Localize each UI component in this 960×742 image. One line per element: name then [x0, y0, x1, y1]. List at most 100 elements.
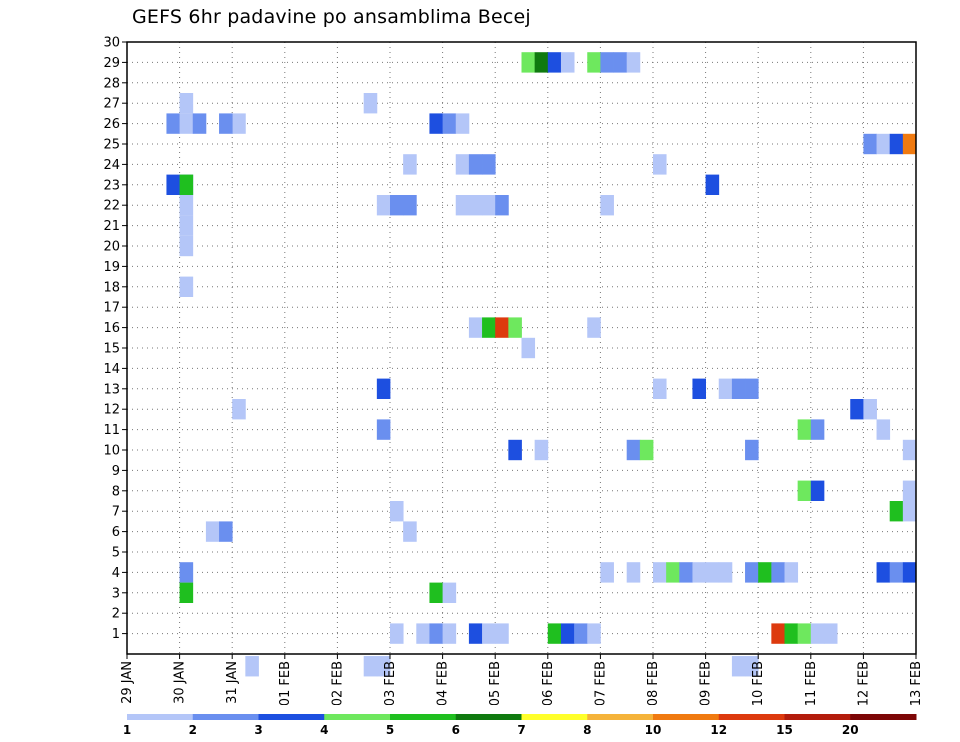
legend-label: 1 — [123, 723, 131, 737]
heatmap-cell — [810, 419, 825, 440]
heatmap-cell — [429, 582, 443, 603]
y-tick-label: 15 — [103, 342, 120, 357]
legend-swatch — [192, 714, 259, 720]
legend-swatch — [455, 714, 522, 720]
y-tick-label: 21 — [103, 219, 120, 234]
x-tick-label: 04 FEB — [436, 661, 451, 705]
heatmap-cell — [587, 52, 601, 73]
heatmap-cell — [876, 133, 891, 155]
x-tick-label: 30 JAN — [173, 661, 188, 704]
heatmap-cell — [390, 623, 404, 644]
heatmap-cell — [889, 133, 904, 155]
heatmap-cell — [376, 378, 391, 399]
heatmap-cell — [600, 562, 614, 583]
heatmap-cell — [521, 337, 536, 359]
x-tick-label: 09 FEB — [699, 661, 714, 705]
heatmap-cell — [416, 623, 430, 644]
legend-swatch — [127, 714, 194, 720]
legend-swatch — [784, 714, 851, 720]
y-tick-label: 22 — [103, 199, 120, 214]
heatmap-cell — [179, 93, 194, 114]
heatmap-cell — [219, 521, 233, 542]
heatmap-cell — [560, 52, 575, 73]
y-tick-label: 25 — [103, 138, 120, 153]
x-tick-label: 29 JAN — [120, 661, 135, 704]
heatmap-cell — [179, 562, 194, 583]
heatmap-cell — [653, 378, 667, 399]
heatmap-cell — [731, 656, 746, 677]
heatmap-cell — [508, 439, 522, 461]
heatmap-cell — [205, 521, 220, 542]
heatmap-cell — [902, 480, 917, 501]
heatmap-cell — [179, 174, 194, 195]
legend-swatch — [587, 714, 654, 720]
heatmap-cell — [166, 113, 180, 134]
legend-swatch — [258, 714, 325, 720]
heatmap-cell — [889, 562, 904, 583]
heatmap-cell — [482, 317, 496, 338]
heatmap-cell — [363, 93, 378, 114]
heatmap-chart: 1234567891011121314151617181920212223242… — [103, 36, 924, 706]
legend-label: 2 — [189, 723, 197, 737]
heatmap-cell — [547, 623, 562, 644]
legend-label: 20 — [842, 723, 859, 737]
heatmap-cell — [784, 623, 799, 644]
legend-label: 12 — [710, 723, 727, 737]
heatmap-cell — [850, 399, 864, 420]
heatmap-cell — [692, 378, 706, 399]
heatmap-cell — [679, 562, 693, 583]
heatmap-cell — [626, 52, 641, 73]
heatmap-cell — [902, 439, 917, 461]
heatmap-cell — [666, 562, 680, 583]
x-tick-label: 10 FEB — [751, 661, 766, 705]
y-tick-label: 14 — [103, 362, 120, 377]
heatmap-cell — [534, 52, 549, 73]
heatmap-cell — [639, 439, 654, 461]
heatmap-cell — [468, 195, 483, 216]
heatmap-cell — [179, 195, 194, 216]
legend-label: 8 — [583, 723, 591, 737]
heatmap-cell — [889, 501, 904, 522]
heatmap-cell — [784, 562, 799, 583]
heatmap-cell — [653, 154, 667, 175]
heatmap-cell — [468, 623, 483, 644]
heatmap-cell — [179, 582, 194, 603]
heatmap-cell — [902, 501, 917, 522]
heatmap-cell — [482, 195, 496, 216]
x-tick-label: 03 FEB — [383, 661, 398, 705]
heatmap-cell — [718, 378, 733, 399]
heatmap-cell — [745, 439, 759, 461]
heatmap-cell — [482, 623, 496, 644]
heatmap-cell — [718, 562, 733, 583]
x-tick-label: 05 FEB — [488, 661, 503, 705]
heatmap-cell — [442, 582, 457, 603]
y-tick-label: 3 — [112, 586, 120, 601]
heatmap-cell — [810, 623, 825, 644]
heatmap-cell — [521, 52, 536, 73]
heatmap-cell — [376, 656, 391, 677]
legend-label: 7 — [517, 723, 525, 737]
heatmap-cell — [468, 317, 483, 338]
y-tick-label: 8 — [112, 484, 120, 499]
heatmap-cell — [429, 113, 443, 134]
heatmap-cell — [626, 439, 641, 461]
x-tick-label: 11 FEB — [804, 661, 819, 705]
heatmap-cell — [455, 195, 470, 216]
heatmap-cell — [179, 235, 194, 257]
heatmap-cell — [587, 623, 601, 644]
heatmap-cell — [429, 623, 443, 644]
x-tick-label: 31 JAN — [225, 661, 240, 704]
heatmap-cell — [745, 656, 759, 677]
heatmap-cell — [692, 562, 706, 583]
y-tick-label: 9 — [112, 464, 120, 479]
legend-swatch — [718, 714, 785, 720]
y-tick-label: 24 — [103, 158, 120, 173]
heatmap-cell — [705, 174, 720, 195]
x-tick-label: 01 FEB — [278, 661, 293, 705]
heatmap-cell — [376, 195, 391, 216]
heatmap-cell — [771, 562, 785, 583]
heatmap-cell — [495, 195, 509, 216]
heatmap-cell — [179, 276, 194, 297]
heatmap-cell — [232, 399, 246, 420]
heatmap-cell — [653, 562, 667, 583]
